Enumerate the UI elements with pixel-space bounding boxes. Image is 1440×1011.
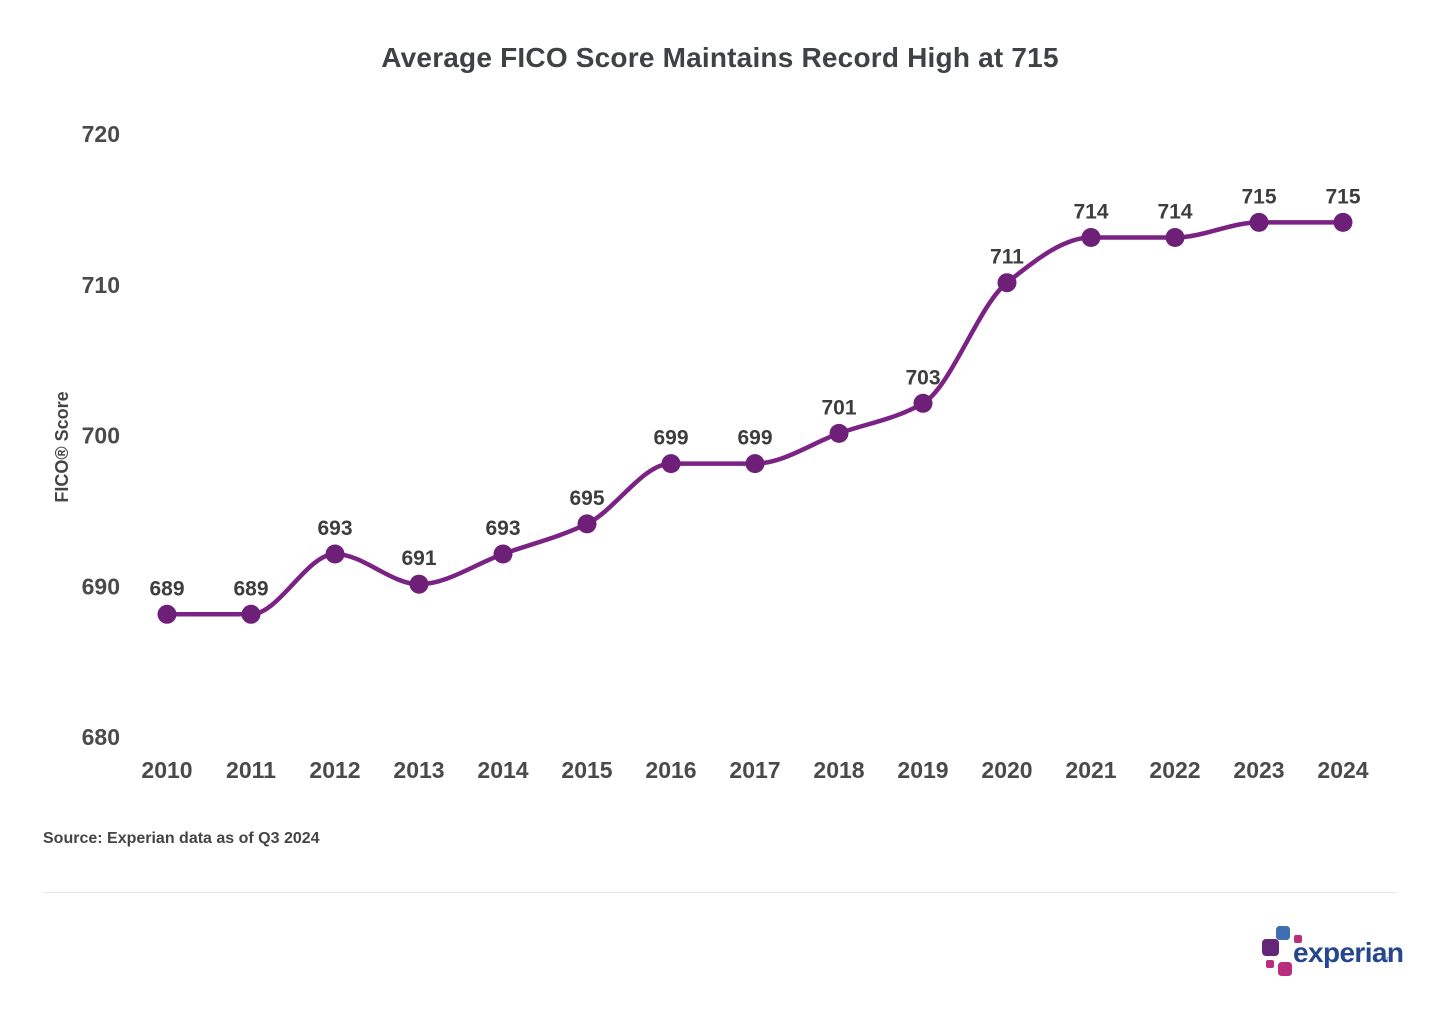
data-point-dot [241,604,261,624]
data-point-label: 714 [1073,201,1108,224]
experian-logo: experian ™ [1262,924,1404,980]
x-tick-label: 2022 [1149,757,1200,783]
data-point-label: 714 [1157,201,1192,224]
data-point-dot [493,544,513,564]
data-point-dot [661,454,681,474]
data-point-label: 711 [990,246,1024,269]
data-point-dot [997,273,1017,293]
data-point-label: 691 [401,547,436,570]
data-point-dot [577,514,597,534]
data-point-label: 701 [821,396,856,419]
data-point-label: 715 [1241,185,1276,208]
y-tick-label: 720 [82,121,120,147]
divider [43,892,1397,893]
y-tick-label: 700 [82,423,120,449]
data-point-dot [745,454,765,474]
data-point-label: 693 [485,517,520,540]
x-tick-label: 2021 [1065,757,1116,783]
source-note: Source: Experian data as of Q3 2024 [43,830,320,847]
logo-block-blue [1276,926,1290,940]
x-tick-label: 2011 [226,757,276,783]
data-point-dot [1165,228,1185,247]
y-tick-label: 680 [82,724,120,750]
x-tick-label: 2010 [141,757,192,783]
experian-logo-mark [1262,926,1302,976]
chart-title: Average FICO Score Maintains Record High… [381,42,1059,73]
data-point-label: 715 [1325,185,1360,208]
data-point-label: 689 [233,577,268,600]
data-point-label: 699 [737,427,772,450]
x-tick-label: 2019 [897,757,948,783]
x-tick-label: 2017 [729,757,780,783]
logo-block-purple [1262,939,1279,956]
data-point-label: 693 [317,517,352,540]
data-point-dot [913,393,933,413]
x-tick-label: 2018 [813,757,864,783]
data-point-dot [157,604,177,624]
y-tick-label: 710 [82,272,120,298]
data-point-label: 689 [149,577,184,600]
data-point-label: 695 [569,487,604,510]
x-tick-label: 2013 [393,757,444,783]
trademark-symbol: ™ [1385,956,1393,965]
fico-line-chart: 680 690 700 710 720 FICO® Score 2010 2011 2012 20… [52,121,1369,783]
experian-logo-text: experian [1293,937,1404,968]
data-point-dot [325,544,345,564]
data-point-dot [1333,212,1353,232]
logo-block-magenta-dot [1266,960,1274,968]
x-tick-label: 2016 [645,757,696,783]
data-point-label: 699 [653,427,688,450]
y-axis-title: FICO® Score [52,391,72,502]
x-tick-label: 2012 [309,757,360,783]
x-tick-label: 2024 [1317,757,1368,783]
x-tick-label: 2020 [981,757,1032,783]
data-point-dot [409,574,429,594]
data-point-dot [1081,228,1101,247]
data-point-dot [829,423,849,443]
x-tick-label: 2023 [1233,757,1284,783]
data-point-label: 703 [905,366,940,389]
data-point-dot [1249,212,1269,232]
y-tick-label: 690 [82,573,120,599]
logo-block-magenta-small [1294,935,1302,943]
x-tick-label: 2014 [477,757,528,783]
logo-block-magenta [1278,962,1292,976]
x-tick-label: 2015 [561,757,612,783]
